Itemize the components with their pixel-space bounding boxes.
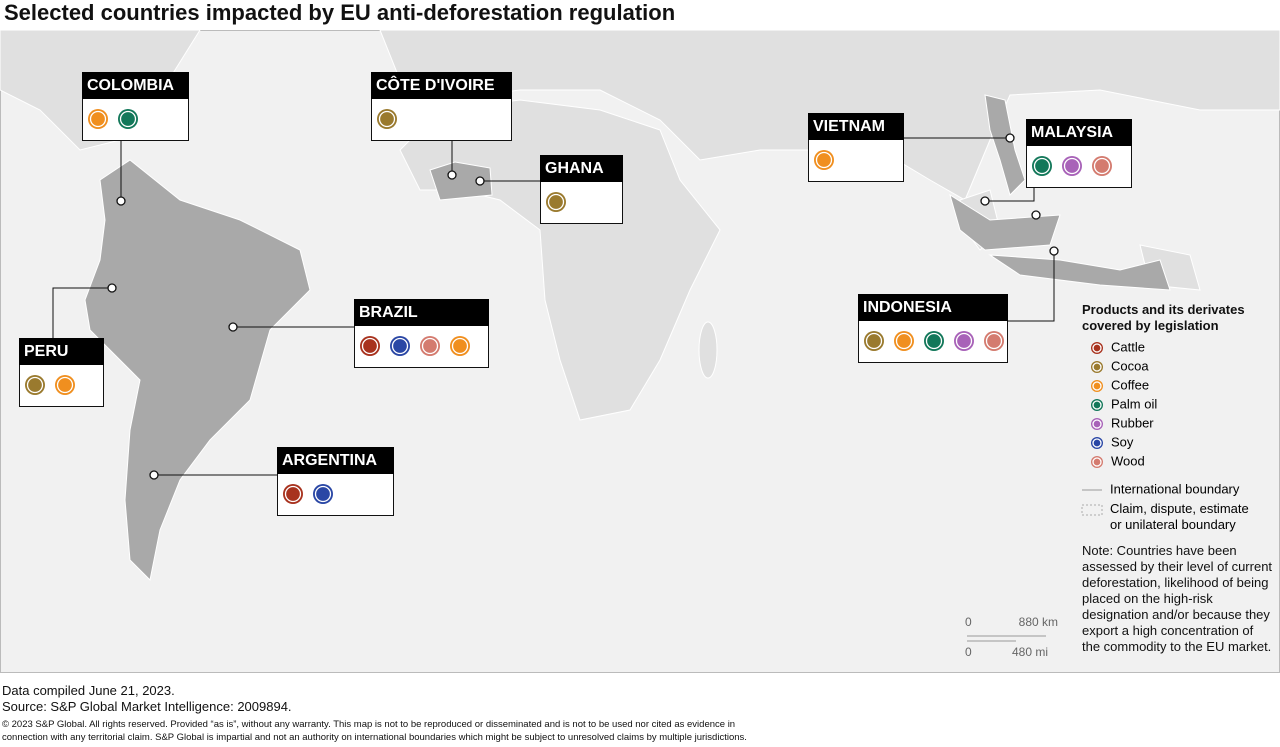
leader-line <box>52 287 112 338</box>
callout-header <box>82 72 189 99</box>
legend-label: Palm oil <box>1111 396 1157 411</box>
legend-label: Cocoa <box>1111 358 1149 373</box>
product-icon-ring <box>1092 400 1102 410</box>
callout: PERU <box>19 283 117 407</box>
product-icon-ring <box>1093 157 1111 175</box>
leader-line <box>1007 251 1055 322</box>
product-icon-ring <box>378 110 396 128</box>
country-name: PERU <box>24 343 68 360</box>
product-icon-ring <box>815 151 833 169</box>
product-icon-ring <box>89 110 107 128</box>
leader-line <box>985 188 1035 202</box>
country-name: INDONESIA <box>863 299 952 316</box>
note: Note: Countries have been assessed by th… <box>1082 543 1273 654</box>
callout: VIETNAM <box>808 113 1015 182</box>
location-dot <box>1049 246 1059 256</box>
callout-header <box>808 113 904 140</box>
product-icon-ring <box>1063 157 1081 175</box>
country-name: MALAYSIA <box>1031 124 1114 141</box>
location-dot <box>447 170 457 180</box>
product-icon-ring <box>1092 419 1102 429</box>
scale-label: 0 <box>965 645 972 659</box>
legend-claim <box>1081 504 1103 516</box>
map: COLOMBIA CÔTE D'IVOIRE GHANA VIETNAM MALAYSI… <box>0 30 1280 673</box>
product-icon-ring <box>925 332 943 350</box>
callout-header <box>277 447 394 474</box>
product-icon-ring <box>284 485 302 503</box>
callout: MALAYSIA <box>980 119 1132 220</box>
legend-label: Cattle <box>1111 339 1145 354</box>
callout: INDONESIA <box>858 246 1059 363</box>
legend-label: Rubber <box>1111 415 1154 430</box>
product-icon-ring <box>1092 343 1102 353</box>
location-dot <box>1005 133 1015 143</box>
callout: GHANA <box>475 155 623 224</box>
product-icon-ring <box>1092 362 1102 372</box>
scale-label: 0 <box>965 615 972 629</box>
legend-label: Claim, dispute, estimate or unilateral bo… <box>1110 501 1249 532</box>
country-name: COLOMBIA <box>87 77 175 94</box>
callout-header <box>540 155 623 182</box>
legend-label: Coffee <box>1111 377 1149 392</box>
footer-compiled: Data compiled June 21, 2023. <box>2 683 175 698</box>
callout-header <box>1026 119 1132 146</box>
product-icon-ring <box>56 376 74 394</box>
product-icon-ring <box>1092 457 1102 467</box>
location-dot <box>228 322 238 332</box>
product-icon-ring <box>865 332 883 350</box>
country-name: CÔTE D'IVOIRE <box>376 75 495 94</box>
product-icon-ring <box>314 485 332 503</box>
callout: COLOMBIA <box>82 72 189 206</box>
callout-header <box>354 299 489 326</box>
product-icon-ring <box>391 337 409 355</box>
product-icon-ring <box>26 376 44 394</box>
scale-label: 480 mi <box>1012 645 1048 659</box>
product-icon-ring <box>361 337 379 355</box>
callout: CÔTE D'IVOIRE <box>371 72 512 180</box>
callout-header <box>371 72 512 99</box>
callout-header <box>858 294 1008 321</box>
product-icon-ring <box>451 337 469 355</box>
country-name: ARGENTINA <box>282 452 378 469</box>
title: Selected countries impacted by EU anti-d… <box>4 0 676 25</box>
legend-label: Wood <box>1111 453 1145 468</box>
legend-label: Soy <box>1111 434 1134 449</box>
product-icon-ring <box>1092 438 1102 448</box>
location-dot <box>107 283 117 293</box>
location-dot <box>1031 210 1041 220</box>
product-icon-ring <box>955 332 973 350</box>
product-icon-ring <box>1092 381 1102 391</box>
product-icon-ring <box>547 193 565 211</box>
country-name: GHANA <box>545 160 604 177</box>
location-dot <box>475 176 485 186</box>
product-icon-ring <box>421 337 439 355</box>
callout: BRAZIL <box>228 299 489 368</box>
scale-label: 880 km <box>1019 615 1058 629</box>
callout-header <box>19 338 104 365</box>
country-name: VIETNAM <box>813 118 885 135</box>
footer-source: Source: S&P Global Market Intelligence: … <box>2 699 292 714</box>
location-dot <box>980 196 990 206</box>
product-icon-ring <box>895 332 913 350</box>
product-icon-ring <box>119 110 137 128</box>
location-dot <box>116 196 126 206</box>
legend-label: International boundary <box>1110 481 1240 496</box>
callout: ARGENTINA <box>149 447 394 516</box>
footer-copyright: © 2023 S&P Global. All rights reserved. … <box>2 719 747 743</box>
product-icon-ring <box>985 332 1003 350</box>
product-icon-ring <box>1033 157 1051 175</box>
land-highlighted <box>84 94 1171 582</box>
legend-title: Products and its derivates covered by le… <box>1082 302 1245 333</box>
country-name: BRAZIL <box>359 304 418 321</box>
location-dot <box>149 470 159 480</box>
